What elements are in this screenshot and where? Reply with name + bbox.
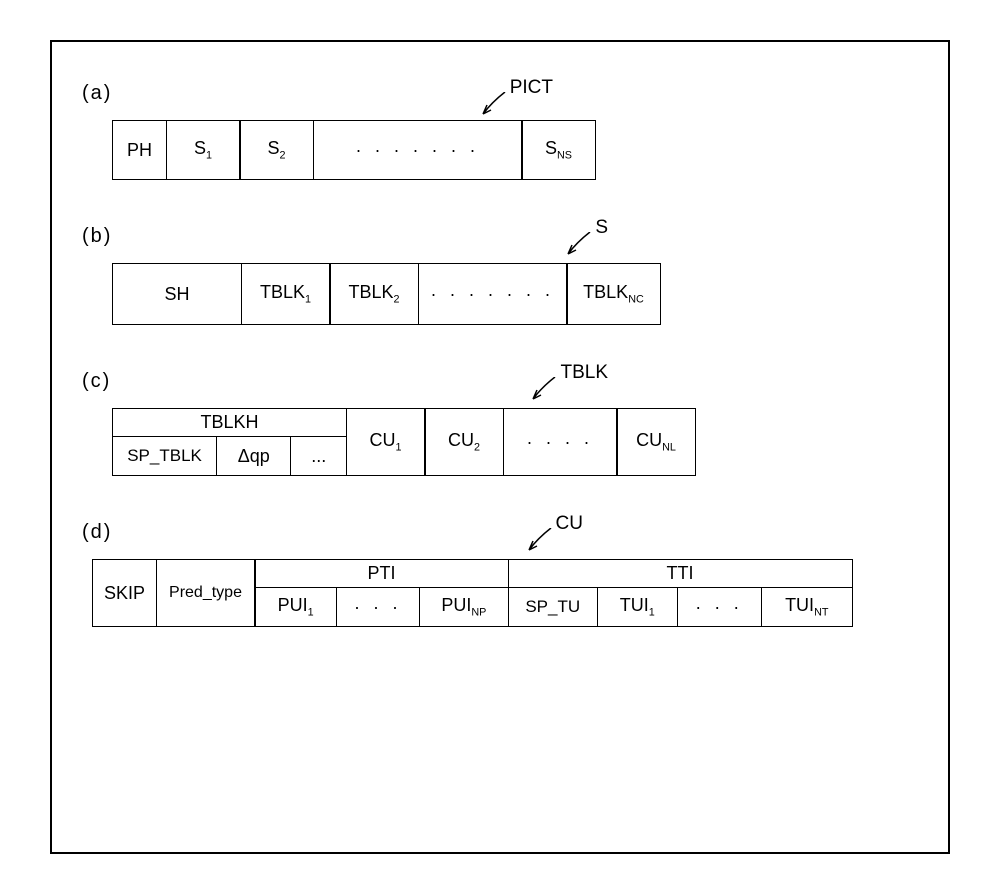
section-c-arrow-label: TBLK [560, 362, 608, 384]
section-d-arrow-label: CU [556, 513, 583, 535]
cell-sptblk: SP_TBLK [113, 437, 217, 475]
section-c: (c) TBLK TBLKH SP_TBLK Δqp ... CU1 CU2 ·… [82, 370, 918, 476]
diagram-frame: (a) PICT PH S1 S2 · · · · · · · SNS (b) … [50, 40, 950, 854]
cell-tui1: TUI1 [598, 588, 678, 626]
section-b-row: SH TBLK1 TBLK2 · · · · · · · TBLKNC [112, 263, 918, 325]
cell-cu2: CU2 [424, 408, 504, 476]
section-a-arrow-label: PICT [510, 77, 553, 99]
header-pti: PTI [255, 560, 508, 588]
group-tti: TTI SP_TU TUI1 · · · TUINT [508, 559, 853, 627]
cell-dqp: Δqp [217, 437, 291, 475]
cell-tblknc: TBLKNC [566, 263, 661, 325]
section-c-row: TBLKH SP_TBLK Δqp ... CU1 CU2 · · · · CU… [112, 408, 918, 476]
section-d-row: SKIP Pred_type PTI PUI1 · · · PUINP TTI … [92, 559, 918, 627]
cell-ph: PH [112, 120, 167, 180]
cell-cunl: CUNL [616, 408, 696, 476]
header-tblkh: TBLKH [113, 409, 346, 437]
section-b-arrow-label: S [595, 217, 608, 239]
cell-dots-a: · · · · · · · [313, 120, 523, 180]
arrow-icon [530, 377, 560, 402]
cell-s1: S1 [166, 120, 241, 180]
arrow-icon [526, 528, 556, 553]
cell-sptu: SP_TU [509, 588, 598, 626]
cell-skip: SKIP [92, 559, 157, 627]
cell-sh: SH [112, 263, 242, 325]
section-c-label: (c) [82, 370, 111, 393]
cell-sns: SNS [521, 120, 596, 180]
cell-dots-tti: · · · [678, 588, 763, 626]
section-a-row: PH S1 S2 · · · · · · · SNS [112, 120, 918, 180]
group-tblkh: TBLKH SP_TBLK Δqp ... [112, 408, 347, 476]
cell-puinp: PUINP [420, 588, 508, 626]
cell-tblk2: TBLK2 [329, 263, 419, 325]
cell-dots-c: · · · · [503, 408, 618, 476]
cell-dots-b: · · · · · · · [418, 263, 568, 325]
cell-tuint: TUINT [762, 588, 851, 626]
cell-tblk1: TBLK1 [241, 263, 331, 325]
section-b-label: (b) [82, 225, 112, 248]
cell-pui1: PUI1 [255, 588, 337, 626]
section-a-label: (a) [82, 82, 112, 105]
arrow-icon [565, 232, 595, 257]
section-a: (a) PICT PH S1 S2 · · · · · · · SNS [82, 82, 918, 180]
cell-dots-pti: · · · [337, 588, 419, 626]
section-d-label: (d) [82, 521, 112, 544]
section-b: (b) S SH TBLK1 TBLK2 · · · · · · · TBLKN… [82, 225, 918, 325]
section-d: (d) CU SKIP Pred_type PTI PUI1 · · · PUI… [82, 521, 918, 627]
arrow-icon [480, 92, 510, 117]
cell-s2: S2 [239, 120, 314, 180]
cell-etc-c: ... [291, 437, 346, 475]
cell-predtype: Pred_type [156, 559, 256, 627]
header-tti: TTI [509, 560, 852, 588]
cell-cu1: CU1 [346, 408, 426, 476]
group-pti: PTI PUI1 · · · PUINP [254, 559, 509, 627]
